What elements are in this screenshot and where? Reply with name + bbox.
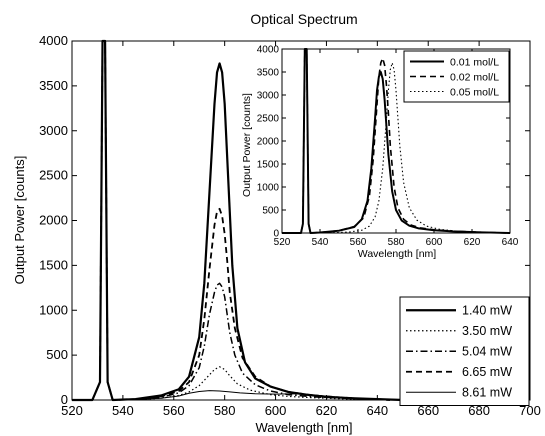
main-legend-label: 8.61 mW	[462, 385, 512, 399]
inset-chart: Wavelength [nm] Output Power [counts] 52…	[241, 45, 519, 261]
main-x-tick-label: 680	[468, 403, 490, 418]
main-y-tick-label: 500	[46, 347, 68, 362]
inset-x-tick-label: 540	[312, 237, 329, 248]
inset-legend-label: 0.02 mol/L	[450, 72, 499, 84]
main-x-tick-label: 600	[265, 403, 287, 418]
main-x-tick-label: 640	[366, 403, 388, 418]
main-y-tick-label: 3000	[39, 123, 68, 138]
main-x-tick-label: 620	[316, 403, 338, 418]
inset-y-tick-label: 2000	[257, 137, 280, 148]
inset-legend: 0.01 mol/L 0.02 mol/L 0.05 mol/L	[403, 50, 510, 103]
main-x-tick-label: 660	[417, 403, 439, 418]
inset-x-tick-label: 560	[350, 237, 367, 248]
main-y-tick-label: 2500	[39, 168, 68, 183]
main-legend-label: 5.04 mW	[462, 344, 512, 358]
inset-x-tick-label: 600	[426, 237, 443, 248]
inset-x-tick-label: 640	[502, 237, 519, 248]
main-y-tick-label: 4000	[39, 33, 68, 48]
inset-y-tick-label: 1500	[257, 160, 280, 171]
main-x-tick-label: 560	[163, 403, 185, 418]
main-x-tick-label: 520	[61, 403, 83, 418]
main-y-tick-label: 1000	[39, 302, 68, 317]
inset-y-tick-label: 3000	[257, 91, 280, 102]
chart-title: Optical Spectrum	[250, 11, 357, 27]
x-axis-label: Wavelength [nm]	[255, 420, 352, 435]
main-legend-label: 1.40 mW	[462, 303, 512, 317]
inset-series-line-2	[282, 48, 511, 234]
main-x-tick-label: 700	[519, 403, 541, 418]
main-y-tick-label: 3500	[39, 78, 68, 93]
main-x-tick-label: 580	[214, 403, 236, 418]
inset-y-tick-label: 3500	[257, 68, 280, 79]
inset-legend-label: 0.01 mol/L	[450, 57, 499, 69]
inset-legend-label: 0.05 mol/L	[450, 87, 499, 99]
inset-x-tick-label: 520	[274, 237, 291, 248]
inset-y-tick-label: 1000	[257, 183, 280, 194]
main-legend-label: 3.50 mW	[462, 324, 512, 338]
main-y-tick-label: 2000	[39, 213, 68, 228]
inset-legend-box	[403, 50, 510, 103]
inset-y-tick-label: 500	[262, 206, 279, 217]
y-axis-label: Output Power [counts]	[12, 156, 27, 285]
inset-y-tick-label: 4000	[257, 45, 280, 56]
main-legend: 1.40 mW 3.50 mW 5.04 mW 6.65 mW 8.61 mW	[399, 296, 530, 406]
inset-x-tick-label: 620	[464, 237, 481, 248]
main-y-tick-label: 0	[61, 392, 68, 407]
inset-y-tick-label: 0	[273, 229, 279, 240]
main-series-line-5	[72, 40, 530, 401]
inset-y-axis-label: Output Power [counts]	[241, 93, 253, 197]
main-y-tick-label: 1500	[39, 257, 68, 272]
inset-y-tick-label: 2500	[257, 114, 280, 125]
inset-x-tick-label: 580	[388, 237, 405, 248]
main-legend-label: 6.65 mW	[462, 365, 512, 379]
inset-x-axis-label: Wavelength [nm]	[358, 248, 436, 260]
main-x-tick-label: 540	[112, 403, 134, 418]
